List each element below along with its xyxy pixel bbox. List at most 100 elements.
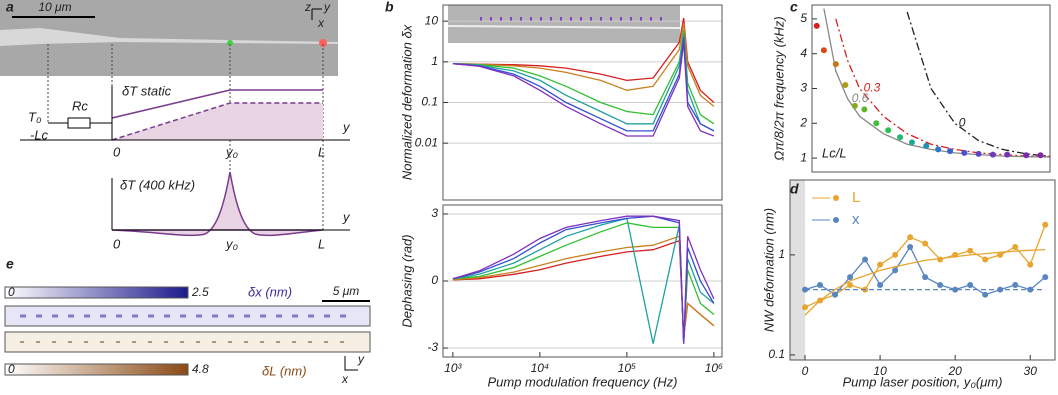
point bbox=[907, 234, 914, 241]
plot-area bbox=[813, 8, 1050, 159]
series-line bbox=[452, 42, 715, 137]
point bbox=[997, 251, 1004, 258]
x-axis-label: Pump modulation frequency (Hz) bbox=[487, 374, 677, 389]
plot-area bbox=[802, 221, 1049, 316]
y-tick-label: 0.01 bbox=[415, 135, 438, 149]
plot-area bbox=[452, 215, 715, 344]
plot-area bbox=[452, 17, 715, 137]
frame bbox=[442, 4, 723, 201]
label: 2.5 bbox=[191, 285, 209, 299]
curve-label: 0 bbox=[959, 115, 966, 129]
label: δL (nm) bbox=[262, 363, 307, 378]
point bbox=[892, 251, 899, 258]
point bbox=[982, 256, 989, 263]
point bbox=[975, 150, 982, 157]
x-tick-label: 0 bbox=[802, 364, 809, 378]
point bbox=[937, 256, 944, 263]
chart: 3 0 -3 10³ 10⁴ 10⁵ 10⁶ Pump modulation frequenc… bbox=[399, 204, 723, 389]
label: y bbox=[357, 352, 365, 366]
panel-letter: b bbox=[385, 0, 394, 15]
point bbox=[982, 291, 989, 298]
axis-label: x bbox=[317, 16, 325, 30]
label: x bbox=[341, 372, 349, 386]
point bbox=[937, 281, 944, 288]
map-x bbox=[4, 305, 371, 327]
series-line bbox=[452, 235, 715, 337]
axis-label: y bbox=[323, 0, 331, 14]
chart: 1 2 3 4 5 Ωπ/8/2π frequency (kHz) 0 0.30.6 Lc/L bbox=[771, 4, 1051, 173]
x-tick-label: 30 bbox=[1024, 364, 1038, 378]
point bbox=[885, 127, 892, 134]
point bbox=[1012, 281, 1019, 288]
legend-label: x bbox=[852, 211, 860, 228]
label: 0 bbox=[8, 285, 15, 299]
x-tick-label: 10 bbox=[873, 364, 887, 378]
y-tick-label: 1 bbox=[431, 54, 438, 68]
series-line bbox=[452, 37, 715, 132]
chart: 1 0.1 0 10 20 30 Pump laser position, y₀(μm) NW… bbox=[761, 179, 1056, 389]
label: 4.8 bbox=[192, 362, 209, 376]
series-line bbox=[452, 22, 715, 107]
point bbox=[922, 240, 929, 247]
label: y₀ bbox=[225, 236, 239, 251]
point bbox=[947, 148, 954, 155]
point bbox=[1027, 261, 1034, 268]
label: δT (400 kHz) bbox=[120, 177, 195, 192]
frame bbox=[442, 204, 723, 358]
point bbox=[935, 146, 942, 153]
x-tick-label: 10³ bbox=[444, 361, 462, 375]
point bbox=[877, 261, 884, 268]
label: y bbox=[342, 209, 351, 224]
point bbox=[817, 281, 824, 288]
label: δx (nm) bbox=[248, 284, 292, 299]
y-tick-label: 10 bbox=[425, 13, 439, 27]
label: y₀ bbox=[225, 144, 239, 159]
point bbox=[952, 286, 959, 293]
nanowire bbox=[0, 28, 338, 46]
x-tick-label: 10⁵ bbox=[618, 361, 636, 375]
x-tick-label: 20 bbox=[947, 364, 962, 378]
curve-label: 0.3 bbox=[864, 81, 881, 95]
point bbox=[892, 267, 899, 274]
x-tick-label: 10⁶ bbox=[705, 361, 723, 375]
point bbox=[1004, 151, 1011, 158]
point bbox=[907, 243, 914, 250]
point bbox=[922, 274, 929, 281]
x-tick-label: 10⁴ bbox=[531, 361, 550, 375]
series-line bbox=[835, 18, 1050, 158]
panel-letter: a bbox=[6, 0, 14, 15]
y-tick-label: 1 bbox=[800, 150, 807, 164]
point bbox=[897, 134, 904, 141]
point bbox=[847, 274, 854, 281]
curve-label: 0.6 bbox=[852, 91, 869, 105]
point bbox=[842, 82, 849, 89]
point bbox=[989, 151, 996, 158]
point bbox=[1037, 152, 1044, 159]
point bbox=[813, 22, 820, 29]
point bbox=[873, 120, 880, 127]
y-tick-label: -3 bbox=[427, 340, 438, 354]
frame bbox=[789, 179, 1056, 361]
panel-letter: d bbox=[790, 181, 799, 197]
legend-swatch bbox=[833, 217, 839, 223]
profile bbox=[111, 89, 323, 119]
series-line bbox=[804, 248, 1046, 316]
colorbar bbox=[4, 286, 189, 299]
series-line bbox=[804, 245, 1046, 296]
annotation: Lc/L bbox=[822, 145, 847, 160]
y-tick-label: 4 bbox=[800, 46, 807, 60]
label: Rc bbox=[72, 98, 88, 113]
frame bbox=[811, 4, 1051, 173]
area bbox=[112, 103, 323, 140]
inset-image bbox=[448, 5, 680, 43]
y-tick-label: 0 bbox=[431, 273, 438, 287]
point bbox=[832, 61, 839, 68]
colorbar bbox=[4, 363, 189, 376]
map-l bbox=[4, 331, 371, 353]
point bbox=[847, 281, 854, 288]
point bbox=[802, 304, 809, 311]
point bbox=[877, 281, 884, 288]
panel-letter: e bbox=[6, 256, 14, 272]
